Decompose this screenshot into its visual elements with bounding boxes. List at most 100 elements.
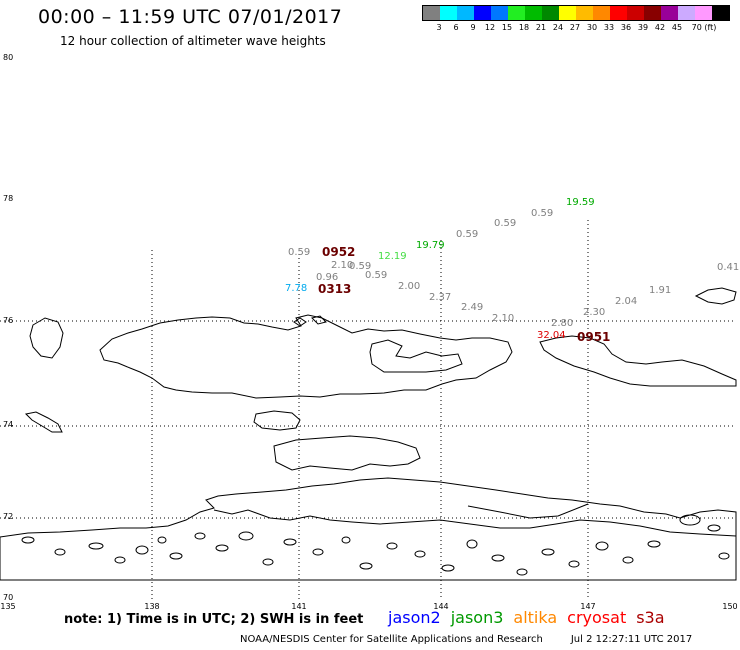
mainland bbox=[0, 477, 737, 581]
wave-height-label: 2.00 bbox=[398, 281, 421, 292]
color-swatch bbox=[525, 6, 542, 20]
color-scale-labels: 3 6 9 12 15 18 21 24 27 30 33 36 39 42 45 70 (ft) bbox=[422, 23, 730, 35]
color-scale-label: 36 bbox=[620, 23, 632, 32]
lon-label: 144 bbox=[433, 602, 449, 611]
wave-height-label: 19.79 bbox=[416, 240, 445, 251]
island-kotelny bbox=[99, 314, 513, 399]
islet-2 bbox=[311, 315, 327, 325]
color-swatch bbox=[423, 6, 440, 20]
color-scale-label: 42 bbox=[654, 23, 666, 32]
generated-timestamp: Jul 2 12:27:11 UTC 2017 bbox=[570, 634, 693, 645]
page-subtitle: 12 hour collection of altimeter wave hei… bbox=[60, 34, 326, 48]
color-swatch bbox=[576, 6, 593, 20]
color-swatch bbox=[440, 6, 457, 20]
color-swatch bbox=[661, 6, 678, 20]
wave-height-label: 32.04 bbox=[537, 330, 566, 341]
color-swatch bbox=[644, 6, 661, 20]
legend-cryosat: cryosat bbox=[567, 608, 627, 627]
shoreline-detail bbox=[213, 509, 737, 537]
color-swatch bbox=[593, 6, 610, 20]
island-mid-1 bbox=[253, 410, 301, 431]
lat-label: 70 bbox=[3, 593, 14, 602]
island-west bbox=[29, 317, 64, 359]
peninsula-south bbox=[467, 503, 589, 519]
island-mid-2 bbox=[273, 435, 421, 471]
footer: NOAA/NESDIS Center for Satellite Applica… bbox=[240, 634, 720, 645]
lon-label: 147 bbox=[580, 602, 596, 611]
wave-height-label: 1.91 bbox=[649, 285, 672, 296]
color-scale-label: 9 bbox=[470, 23, 476, 32]
color-swatch bbox=[712, 6, 729, 20]
wave-height-label: 2.80 bbox=[551, 318, 574, 329]
lon-label: 150 bbox=[722, 602, 738, 611]
pass-time-label: 0313 bbox=[318, 282, 352, 296]
color-swatch bbox=[678, 6, 695, 20]
wave-height-label: 19.59 bbox=[566, 197, 595, 208]
lat-label: 78 bbox=[3, 194, 14, 203]
wave-height-label: 2.37 bbox=[429, 292, 452, 303]
coastlines bbox=[0, 287, 737, 581]
color-swatch bbox=[559, 6, 576, 20]
color-swatch bbox=[474, 6, 491, 20]
legend-jason3: jason3 bbox=[450, 608, 504, 627]
color-swatch bbox=[627, 6, 644, 20]
lat-label: 80 bbox=[3, 53, 14, 62]
color-swatch bbox=[457, 6, 474, 20]
pass-time-label: 0951 bbox=[577, 330, 611, 344]
lat-label: 72 bbox=[3, 512, 14, 521]
wave-height-label: 2.49 bbox=[461, 302, 484, 313]
color-scale-label: 39 bbox=[637, 23, 649, 32]
lon-label: 138 bbox=[144, 602, 160, 611]
island-west-small bbox=[24, 411, 63, 433]
color-swatch bbox=[610, 6, 627, 20]
wave-height-label: 0.59 bbox=[349, 261, 372, 272]
color-swatch bbox=[542, 6, 559, 20]
color-swatch bbox=[491, 6, 508, 20]
color-scale-label: 30 bbox=[586, 23, 598, 32]
bay-inner bbox=[369, 339, 463, 373]
color-scale-label: 45 bbox=[671, 23, 683, 32]
color-scale-label: 27 bbox=[569, 23, 581, 32]
color-scale-label: 6 bbox=[453, 23, 459, 32]
wave-height-label: 12.19 bbox=[378, 251, 407, 262]
wave-height-label: 2.04 bbox=[615, 296, 638, 307]
wave-height-label: 0.59 bbox=[456, 229, 479, 240]
wave-height-label: 0.59 bbox=[365, 270, 388, 281]
color-swatch bbox=[508, 6, 525, 20]
lat-label: 74 bbox=[3, 420, 14, 429]
color-swatch bbox=[695, 6, 712, 20]
wave-height-label: 2.10 bbox=[331, 260, 354, 271]
color-scale-label: 18 bbox=[518, 23, 530, 32]
color-scale: 3 6 9 12 15 18 21 24 27 30 33 36 39 42 45 70 (ft) bbox=[422, 5, 730, 35]
legend-s3a: s3a bbox=[636, 608, 665, 627]
wave-height-label: 0.59 bbox=[531, 208, 554, 219]
color-scale-bar bbox=[422, 5, 730, 21]
wave-height-label: 0.59 bbox=[288, 247, 311, 258]
graticule bbox=[0, 220, 736, 600]
lat-label: 76 bbox=[3, 316, 14, 325]
islet-1 bbox=[293, 317, 307, 327]
legend-jason2: jason2 bbox=[388, 608, 441, 627]
color-scale-label: 24 bbox=[552, 23, 564, 32]
wave-height-label: 2.10 bbox=[492, 313, 515, 324]
legend-altika: altika bbox=[513, 608, 558, 627]
wave-height-label: 0.41 bbox=[717, 262, 740, 273]
satellite-legend: jason2 jason3 altika cryosat s3a bbox=[388, 608, 675, 627]
footnote: note: 1) Time is in UTC; 2) SWH is in fe… bbox=[64, 612, 364, 627]
color-scale-label: 33 bbox=[603, 23, 615, 32]
wave-height-label: 7.78 bbox=[285, 283, 308, 294]
color-scale-label: 3 bbox=[436, 23, 442, 32]
page-title: 00:00 – 11:59 UTC 07/01/2017 bbox=[38, 6, 343, 28]
pass-time-label: 0952 bbox=[322, 245, 356, 259]
island-new-siberia bbox=[539, 335, 737, 387]
color-scale-label: 70 (ft) bbox=[691, 23, 717, 32]
wave-height-label: 0.96 bbox=[316, 272, 339, 283]
color-scale-label: 21 bbox=[535, 23, 547, 32]
color-scale-label: 15 bbox=[501, 23, 513, 32]
color-scale-label: 12 bbox=[484, 23, 496, 32]
wave-height-label: 0.59 bbox=[494, 218, 517, 229]
lon-label: 141 bbox=[291, 602, 307, 611]
credit-text: NOAA/NESDIS Center for Satellite Applica… bbox=[240, 634, 543, 645]
wave-height-label: 2.30 bbox=[583, 307, 606, 318]
